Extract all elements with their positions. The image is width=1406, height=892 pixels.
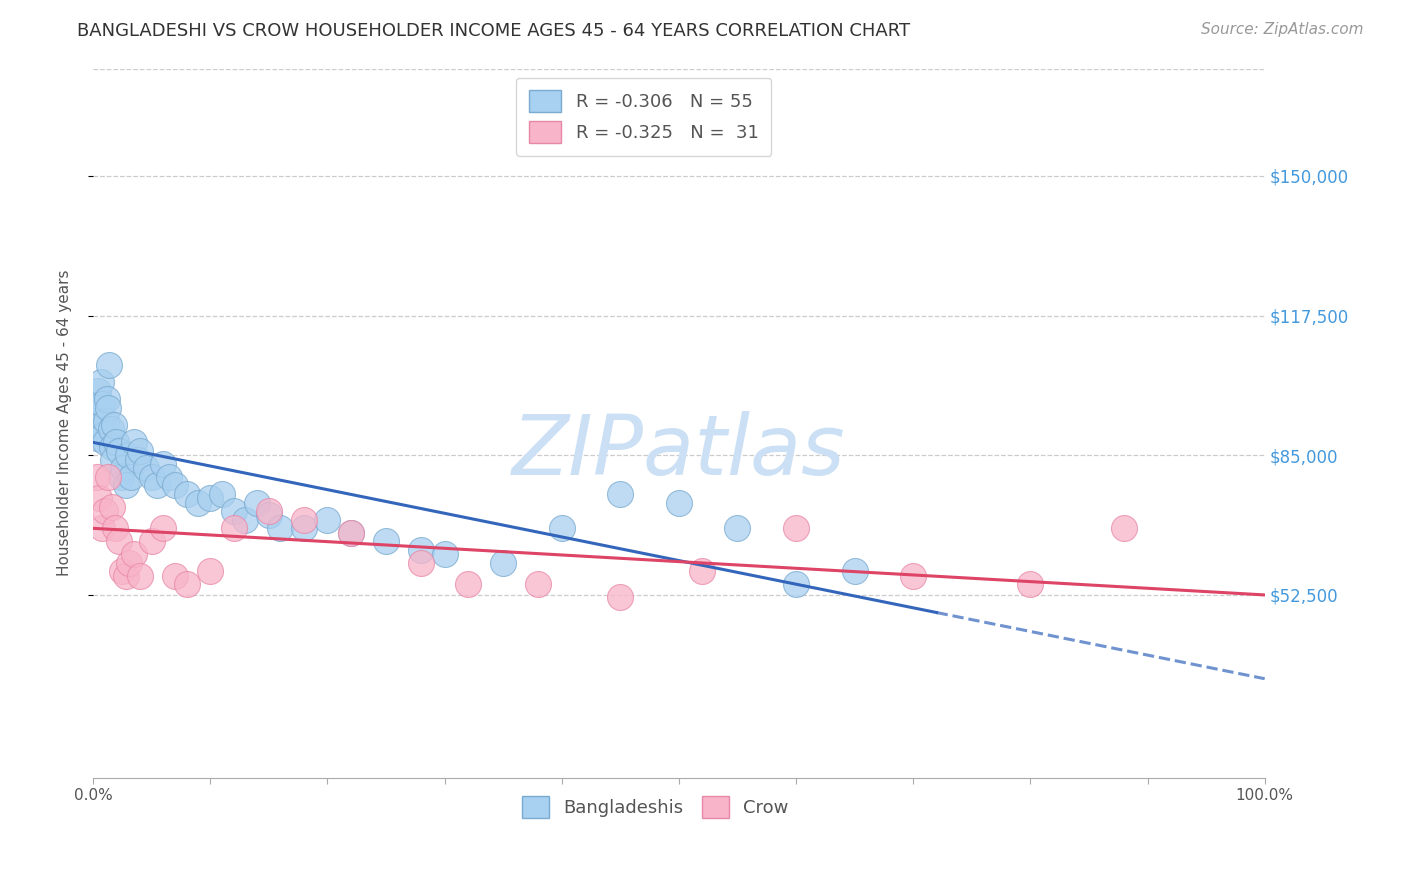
Point	[122, 435, 145, 450]
Point	[152, 521, 174, 535]
Point	[114, 568, 136, 582]
Point	[292, 521, 315, 535]
Point	[339, 525, 361, 540]
Point	[609, 590, 631, 604]
Point	[111, 564, 134, 578]
Point	[176, 487, 198, 501]
Point	[339, 525, 361, 540]
Point	[93, 435, 115, 450]
Point	[492, 556, 515, 570]
Point	[89, 418, 111, 433]
Point	[100, 422, 122, 436]
Point	[128, 568, 150, 582]
Y-axis label: Householder Income Ages 45 - 64 years: Householder Income Ages 45 - 64 years	[58, 269, 72, 576]
Point	[93, 426, 115, 441]
Point	[98, 358, 121, 372]
Point	[152, 457, 174, 471]
Point	[118, 556, 141, 570]
Point	[903, 568, 925, 582]
Point	[844, 564, 866, 578]
Point	[127, 452, 149, 467]
Point	[90, 375, 112, 389]
Point	[86, 469, 108, 483]
Point	[409, 556, 432, 570]
Point	[527, 577, 550, 591]
Point	[87, 491, 110, 506]
Point	[409, 542, 432, 557]
Point	[211, 487, 233, 501]
Point	[609, 487, 631, 501]
Point	[550, 521, 572, 535]
Point	[128, 444, 150, 458]
Point	[141, 534, 163, 549]
Point	[157, 469, 180, 483]
Point	[1019, 577, 1042, 591]
Point	[100, 440, 122, 454]
Point	[163, 568, 186, 582]
Point	[93, 504, 115, 518]
Point	[105, 435, 128, 450]
Point	[246, 495, 269, 509]
Point	[257, 508, 280, 523]
Point	[198, 491, 221, 506]
Point	[117, 448, 139, 462]
Point	[457, 577, 479, 591]
Point	[112, 461, 135, 475]
Point	[146, 478, 169, 492]
Point	[198, 564, 221, 578]
Point	[107, 444, 129, 458]
Point	[97, 469, 120, 483]
Point	[120, 469, 142, 483]
Point	[187, 495, 209, 509]
Point	[122, 547, 145, 561]
Point	[84, 414, 107, 428]
Point	[91, 397, 114, 411]
Point	[135, 461, 157, 475]
Point	[163, 478, 186, 492]
Point	[97, 401, 120, 415]
Point	[91, 521, 114, 535]
Point	[269, 521, 291, 535]
Point	[292, 513, 315, 527]
Point	[668, 495, 690, 509]
Point	[690, 564, 713, 578]
Point	[101, 452, 124, 467]
Point	[222, 521, 245, 535]
Point	[433, 547, 456, 561]
Text: BANGLADESHI VS CROW HOUSEHOLDER INCOME AGES 45 - 64 YEARS CORRELATION CHART: BANGLADESHI VS CROW HOUSEHOLDER INCOME A…	[77, 22, 911, 40]
Point	[785, 577, 807, 591]
Point	[104, 521, 127, 535]
Point	[233, 513, 256, 527]
Point	[141, 469, 163, 483]
Point	[725, 521, 748, 535]
Text: Source: ZipAtlas.com: Source: ZipAtlas.com	[1201, 22, 1364, 37]
Point	[257, 504, 280, 518]
Point	[176, 577, 198, 591]
Point	[94, 414, 117, 428]
Point	[86, 431, 108, 445]
Legend: Bangladeshis, Crow: Bangladeshis, Crow	[515, 789, 796, 825]
Point	[87, 401, 110, 415]
Text: ZIPatlas: ZIPatlas	[512, 411, 845, 491]
Point	[110, 469, 132, 483]
Point	[107, 534, 129, 549]
Point	[222, 504, 245, 518]
Point	[316, 513, 339, 527]
Point	[96, 392, 118, 407]
Point	[100, 500, 122, 514]
Point	[103, 418, 125, 433]
Point	[785, 521, 807, 535]
Point	[86, 384, 108, 398]
Point	[1114, 521, 1136, 535]
Point	[114, 478, 136, 492]
Point	[374, 534, 396, 549]
